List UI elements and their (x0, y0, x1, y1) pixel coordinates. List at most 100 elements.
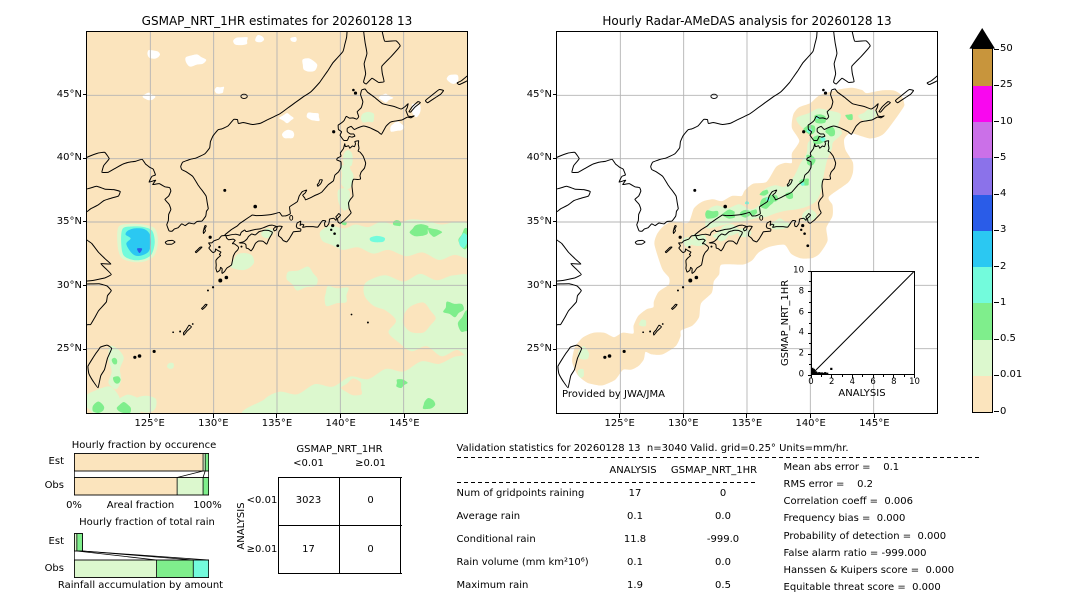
island-coastline (408, 101, 421, 113)
precip-patch-white (290, 36, 297, 42)
island-coastline (363, 32, 401, 85)
fraction-bar-segment (202, 477, 209, 495)
precip-patch-pale (167, 362, 174, 369)
precip-patch-pale (802, 209, 817, 222)
small-island (822, 88, 825, 92)
fraction-bar-segment (73, 560, 157, 578)
left-map-ytick-35°N: 35°N (56, 215, 82, 227)
inset-xtick-0: 0 (808, 376, 814, 387)
inset-ytickmark (808, 332, 811, 334)
small-island (353, 91, 358, 95)
contingency-col-label-2: ≥0.01 (355, 458, 386, 469)
colorbar-tick-2: 2 (1000, 260, 1007, 272)
left-map-xtickmark (403, 414, 405, 418)
lake-outline (759, 214, 764, 221)
colorbar (971, 48, 993, 413)
precip-patch-pale (638, 319, 647, 327)
totalrain-chart-title: Hourly fraction of total rain (79, 517, 215, 528)
stats-row-label-1: Average rain (456, 511, 521, 523)
small-island (240, 245, 243, 248)
inset-ytick-0: 0 (798, 369, 804, 380)
island-coastline (164, 239, 176, 245)
small-island (688, 245, 691, 249)
left-map-ytickmark (82, 94, 86, 96)
precip-patch-white (214, 86, 225, 94)
inset-ytickmark (808, 291, 811, 293)
precip-patch-pale (136, 395, 157, 413)
scatter-point (819, 372, 822, 375)
contingency-cell-10: 17 (302, 543, 315, 555)
colorbar-seg-aqua (972, 266, 992, 304)
right-map-ytickmark (552, 157, 556, 159)
right-map-xtick-125°E: 125°E (604, 418, 635, 429)
small-island (806, 244, 810, 248)
inset-ytickmark (808, 312, 811, 314)
contingency-row-label-1: <0.01 (246, 495, 278, 506)
contingency-row-group: ANALYSIS (236, 501, 247, 550)
credit-label: Provided by JWA/JMA (562, 389, 665, 400)
small-island (642, 331, 645, 334)
right-map-xtick-140°E: 140°E (795, 418, 826, 429)
contingency-cell-11: 0 (367, 543, 374, 555)
colorbar-over-triangle (969, 28, 995, 49)
small-island (208, 235, 212, 239)
colorbar-tick-10: 10 (1000, 115, 1013, 127)
continent-coastline (557, 32, 818, 326)
precip-patch-pale (577, 368, 584, 379)
small-island (133, 355, 137, 359)
left-map-ytick-30°N: 30°N (56, 279, 82, 291)
small-island (693, 188, 697, 192)
inset-xtick-6: 6 (870, 376, 876, 387)
left-map-title: GSMAP_NRT_1HR estimates for 20260128 13 (141, 14, 413, 28)
occurrence-est-label: Est (48, 455, 64, 467)
precip-patch-pale (577, 346, 590, 360)
fraction-bar-segment (192, 560, 209, 578)
fraction-bar-segment (73, 533, 77, 551)
fraction-connector-line (76, 550, 157, 561)
island-coastline (807, 88, 885, 142)
left-map-ytick-40°N: 40°N (56, 152, 82, 164)
inset-ytickmark (809, 280, 811, 282)
colorbar-tickmark-0.01 (993, 374, 999, 376)
left-map-xtickmark (149, 414, 151, 418)
stats-title-underline (456, 456, 979, 458)
colorbar-tick-5: 5 (1000, 151, 1007, 163)
precip-patch-white (255, 35, 265, 43)
small-island (223, 188, 227, 192)
colorbar-tick-0: 0 (1000, 405, 1007, 417)
scatter-point (812, 368, 815, 372)
right-map-xtick-135°E: 135°E (731, 418, 763, 429)
precip-patch-green (812, 135, 825, 145)
inset-scatter-panel: ANALYSIS GSMAP_NRT_1HR 0 0 2 2 4 4 6 6 8 8 10 10 (556, 31, 938, 414)
scatter-point (811, 367, 814, 370)
island-coastline (894, 89, 915, 104)
left-map-gsmap (86, 31, 468, 414)
small-island (823, 91, 828, 95)
right-map-ytickmark (552, 221, 556, 223)
island-coastline (238, 229, 273, 252)
colorbar-tick-50: 50 (1000, 43, 1013, 54)
right-map-ytick-35°N: 35°N (526, 215, 552, 227)
small-island (688, 278, 693, 283)
colorbar-tick-25: 25 (1000, 79, 1013, 91)
scatter-point (813, 370, 816, 373)
right-map-ytick-30°N: 30°N (526, 279, 552, 291)
inset-ytickmark (809, 364, 811, 366)
inset-xtickmark (831, 375, 833, 378)
precip-patch-white (142, 92, 156, 101)
totalrain-xlabel: Rainfall accumulation by amount (57, 580, 224, 591)
right-map-ytick-45°N: 45°N (526, 88, 552, 100)
precip-patch-pale (341, 161, 354, 190)
occurrence-chart-title: Hourly fraction by occurence (71, 440, 217, 451)
fraction-connector-line (176, 470, 203, 478)
inset-ytickmark (808, 374, 811, 376)
stats-row-analysis-4: 1.9 (627, 580, 643, 592)
colorbar-tickmark-3 (993, 229, 999, 231)
continent-coastline (87, 32, 348, 326)
small-island (336, 244, 340, 248)
contingency-col-label-1: <0.01 (293, 458, 324, 469)
inset-xtickmark (872, 375, 874, 378)
inset-ytickmark (809, 322, 811, 324)
island-coastline (557, 344, 583, 389)
colorbar-seg-magenta (972, 85, 992, 122)
